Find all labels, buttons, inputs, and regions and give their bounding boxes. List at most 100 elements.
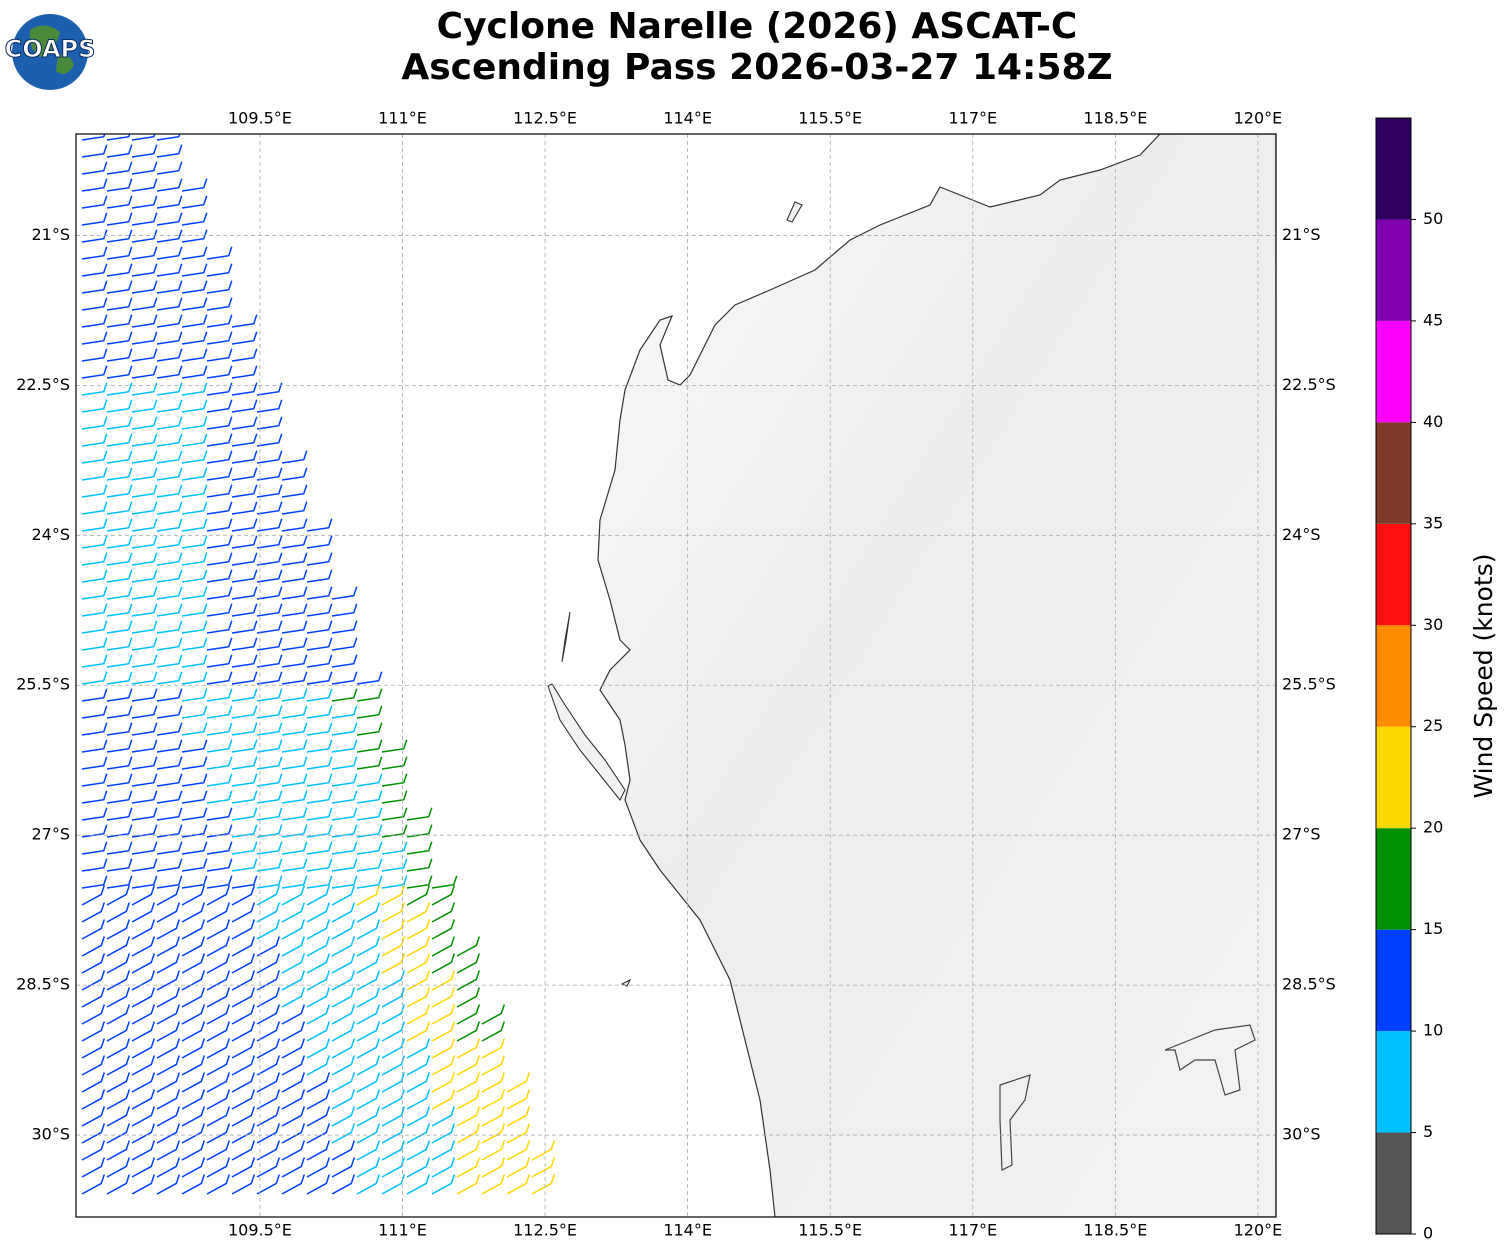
wind-barb	[181, 382, 208, 396]
wind-barb	[106, 919, 131, 940]
wind-barb	[306, 722, 333, 736]
wind-barb	[306, 518, 333, 532]
wind-barb	[256, 936, 281, 957]
wind-barb	[306, 586, 333, 600]
wind-barb	[81, 467, 108, 481]
wind-barb	[81, 688, 108, 702]
wind-barb	[131, 552, 158, 566]
wind-barb	[506, 1157, 531, 1178]
wind-barb	[356, 1140, 381, 1161]
wind-barb	[156, 161, 183, 175]
wind-barb	[131, 161, 158, 175]
wind-barb	[306, 902, 331, 923]
wind-barb	[331, 841, 358, 855]
wind-barb	[356, 807, 383, 821]
wind-barb	[181, 229, 208, 243]
wind-barb	[281, 569, 308, 583]
wind-barb	[181, 1055, 206, 1076]
wind-barb	[181, 348, 208, 362]
wind-barb	[106, 246, 133, 260]
wind-barb	[406, 902, 431, 923]
wind-barb	[231, 450, 258, 464]
wind-barb	[456, 1004, 481, 1025]
wind-barb	[131, 535, 158, 549]
wind-barb	[306, 535, 333, 549]
wind-barb	[81, 671, 108, 685]
wind-barb	[256, 620, 283, 634]
wind-barb	[331, 807, 358, 821]
wind-barb	[281, 1004, 306, 1025]
wind-barb	[106, 1055, 131, 1076]
wind-barb	[306, 620, 333, 634]
wind-barb	[256, 1140, 281, 1161]
wind-barb	[181, 246, 208, 260]
wind-barb	[81, 1004, 106, 1025]
wind-barb	[431, 1106, 456, 1127]
wind-barb	[406, 1089, 431, 1110]
wind-barb	[456, 1140, 481, 1161]
wind-barb	[331, 858, 358, 872]
wind-barb	[281, 1140, 306, 1161]
wind-barb	[306, 841, 333, 855]
wind-barb	[481, 1072, 506, 1093]
wind-barb	[231, 885, 256, 906]
wind-barb	[306, 654, 333, 668]
wind-barb	[156, 433, 183, 447]
wind-barb	[306, 1106, 331, 1127]
wind-barb	[131, 399, 158, 413]
y-tick-label: 28.5°S	[16, 975, 70, 994]
wind-barb	[456, 936, 481, 957]
wind-barb	[231, 953, 256, 974]
wind-barb	[256, 705, 283, 719]
wind-barb	[356, 902, 381, 923]
wind-barb	[281, 936, 306, 957]
wind-barb	[156, 987, 181, 1008]
wind-barb	[281, 552, 308, 566]
wind-barb	[356, 824, 383, 838]
wind-barbs	[81, 134, 556, 1195]
wind-barb	[106, 603, 133, 617]
wind-barb	[131, 1021, 156, 1042]
wind-barb	[81, 331, 108, 345]
wind-barb	[281, 858, 308, 872]
wind-barb	[331, 1174, 356, 1195]
wind-barb	[281, 1055, 306, 1076]
wind-barb	[431, 953, 456, 974]
wind-barb	[231, 1106, 256, 1127]
wind-barb	[331, 824, 358, 838]
wind-barb	[206, 348, 233, 362]
wind-barb	[331, 1123, 356, 1144]
wind-barb	[181, 953, 206, 974]
wind-barb	[256, 970, 281, 991]
wind-barb	[256, 841, 283, 855]
wind-barb	[481, 1021, 506, 1042]
wind-barb	[156, 467, 183, 481]
wind-barb	[331, 1140, 356, 1161]
wind-barb	[306, 875, 333, 889]
wind-barb	[406, 1174, 431, 1195]
wind-barb	[156, 501, 183, 515]
wind-barb	[206, 246, 233, 260]
wind-barb	[381, 1157, 406, 1178]
wind-barb	[281, 518, 308, 532]
wind-barb	[181, 314, 208, 328]
wind-barb	[156, 331, 183, 345]
wind-barb	[131, 484, 158, 498]
wind-barb	[406, 970, 431, 991]
wind-barb	[106, 331, 133, 345]
wind-barb	[81, 790, 108, 804]
wind-barb	[206, 858, 233, 872]
wind-barb	[206, 1174, 231, 1195]
wind-barb	[106, 1140, 131, 1161]
wind-barb	[106, 953, 131, 974]
wind-barb	[131, 773, 158, 787]
wind-barb	[456, 953, 481, 974]
wind-barb	[231, 620, 258, 634]
wind-barb	[181, 654, 208, 668]
wind-barb	[406, 858, 433, 872]
wind-barb	[381, 824, 408, 838]
wind-barb	[131, 1055, 156, 1076]
wind-barb	[106, 885, 131, 906]
wind-barb	[356, 936, 381, 957]
wind-barb	[181, 1072, 206, 1093]
